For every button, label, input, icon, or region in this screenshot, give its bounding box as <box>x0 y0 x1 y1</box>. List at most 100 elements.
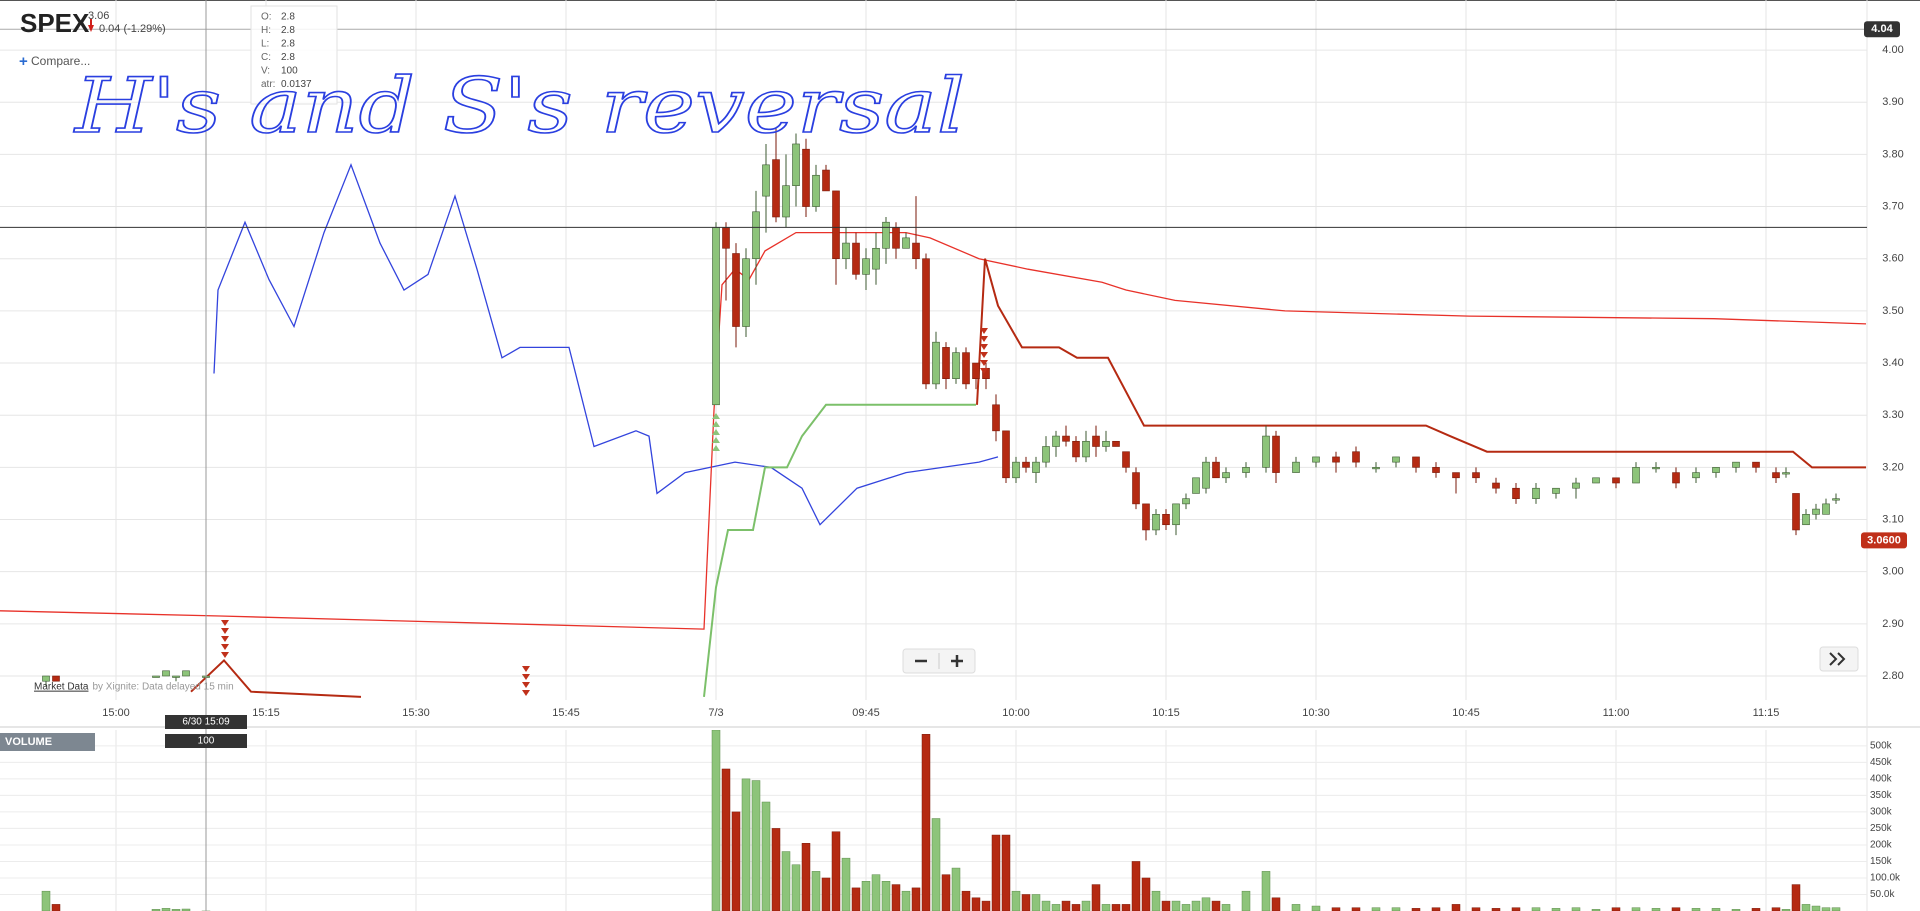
volume-bar <box>951 867 961 911</box>
volume-title-box <box>0 733 95 751</box>
volume-bar <box>1131 861 1141 911</box>
volume-bar <box>1411 908 1421 911</box>
candle-body <box>1132 472 1140 505</box>
compare-plus-icon[interactable]: + <box>19 53 28 70</box>
credit-link[interactable]: Market Data <box>34 682 89 693</box>
volume-bar <box>1221 904 1231 911</box>
signal-marker <box>980 352 988 358</box>
candle-body <box>1182 498 1190 505</box>
signal-marker <box>980 360 988 366</box>
x-tick-label: 11:00 <box>1603 707 1630 719</box>
volume-bar <box>741 778 751 911</box>
candle-body <box>792 143 800 186</box>
x-tick-label: 10:45 <box>1452 707 1480 719</box>
volume-tick-label: 300k <box>1870 807 1893 818</box>
candle-body <box>1392 456 1400 463</box>
volume-bar <box>1451 904 1461 911</box>
volume-tick-label: 200k <box>1870 840 1893 851</box>
candle-body <box>152 675 160 678</box>
volume-bar <box>761 801 771 911</box>
candle-body <box>962 352 970 385</box>
candles <box>42 128 1840 687</box>
x-tick-label: 15:45 <box>552 707 580 719</box>
candle-body <box>1062 435 1070 442</box>
volume-bar <box>981 900 991 911</box>
volume-bar <box>1121 904 1131 911</box>
candle-body <box>782 185 790 218</box>
candle-body <box>852 242 860 275</box>
x-tick-label: 10:30 <box>1302 707 1330 719</box>
volume-bar <box>851 887 861 911</box>
y-tick-label: 3.20 <box>1882 461 1903 473</box>
candle-body <box>1452 472 1460 479</box>
candle-body <box>1372 467 1380 470</box>
signal-marker <box>522 682 530 688</box>
tooltip-label: V: <box>261 66 270 77</box>
candle-body <box>1412 456 1420 468</box>
candle-body <box>902 237 910 249</box>
y-tick-label: 3.90 <box>1882 96 1903 108</box>
candle-body <box>1752 461 1760 468</box>
signal-marker <box>522 666 530 672</box>
volume-bar <box>1101 904 1111 911</box>
volume-bar <box>41 890 51 911</box>
x-tick-label: 15:30 <box>402 707 430 719</box>
candle-body <box>1832 498 1840 501</box>
candle-body <box>1312 456 1320 463</box>
volume-bar <box>1511 907 1521 911</box>
tooltip-value: 100 <box>281 66 298 77</box>
chevron-icon <box>1837 652 1846 666</box>
volume-bar <box>1111 904 1121 911</box>
candle-body <box>1102 440 1110 447</box>
down-arrow-stem <box>90 19 92 26</box>
tooltip-value: 2.8 <box>281 39 295 50</box>
scroll-end-button[interactable] <box>1819 646 1859 672</box>
x-tick-label: 11:15 <box>1753 707 1780 719</box>
last-price-badge <box>1861 532 1907 549</box>
volume-bar <box>1351 907 1361 911</box>
candle-body <box>932 341 940 385</box>
y-tick-label: 3.10 <box>1882 513 1903 525</box>
signal-marker <box>221 652 229 658</box>
signal-marker <box>712 429 720 435</box>
candle-body <box>1352 451 1360 463</box>
volume-bar <box>931 818 941 911</box>
volume-bar <box>891 884 901 911</box>
candle-body <box>1612 477 1620 484</box>
volume-bar <box>1691 908 1701 911</box>
candle-body <box>1212 461 1220 479</box>
candle-body <box>1822 503 1830 515</box>
volume-tick-label: 400k <box>1870 774 1893 785</box>
candle-body <box>842 242 850 260</box>
candle-body <box>172 675 180 678</box>
candle-body <box>1012 461 1020 479</box>
x-tick-label: 10:00 <box>1002 707 1030 719</box>
candle-body <box>1052 435 1060 447</box>
signal-marker <box>221 628 229 634</box>
signal-marker <box>221 636 229 642</box>
volume-bar <box>731 811 741 911</box>
down-arrow-icon <box>88 25 94 32</box>
candle-body <box>892 227 900 249</box>
crosshair-date-box <box>165 715 247 729</box>
candle-body <box>1512 487 1520 499</box>
y-tick-label: 2.90 <box>1882 618 1903 630</box>
volume-bar <box>831 831 841 911</box>
volume-bar <box>1271 897 1281 911</box>
candle-body <box>1122 451 1130 468</box>
last-price-label: 3.0600 <box>1867 534 1901 546</box>
compare-button[interactable]: Compare... <box>31 54 90 68</box>
tooltip-label: O: <box>261 12 272 23</box>
volume-bar <box>1831 907 1841 911</box>
volume-bar <box>881 881 891 911</box>
volume-bar <box>1651 908 1661 911</box>
volume-bar <box>181 908 191 911</box>
candle-body <box>1552 487 1560 494</box>
signal-marker <box>980 328 988 334</box>
candle-body <box>1192 477 1200 494</box>
volume-bar <box>1571 907 1581 911</box>
volume-bar <box>1181 904 1191 911</box>
candle-body <box>1082 440 1090 458</box>
volume-bar <box>971 897 981 911</box>
